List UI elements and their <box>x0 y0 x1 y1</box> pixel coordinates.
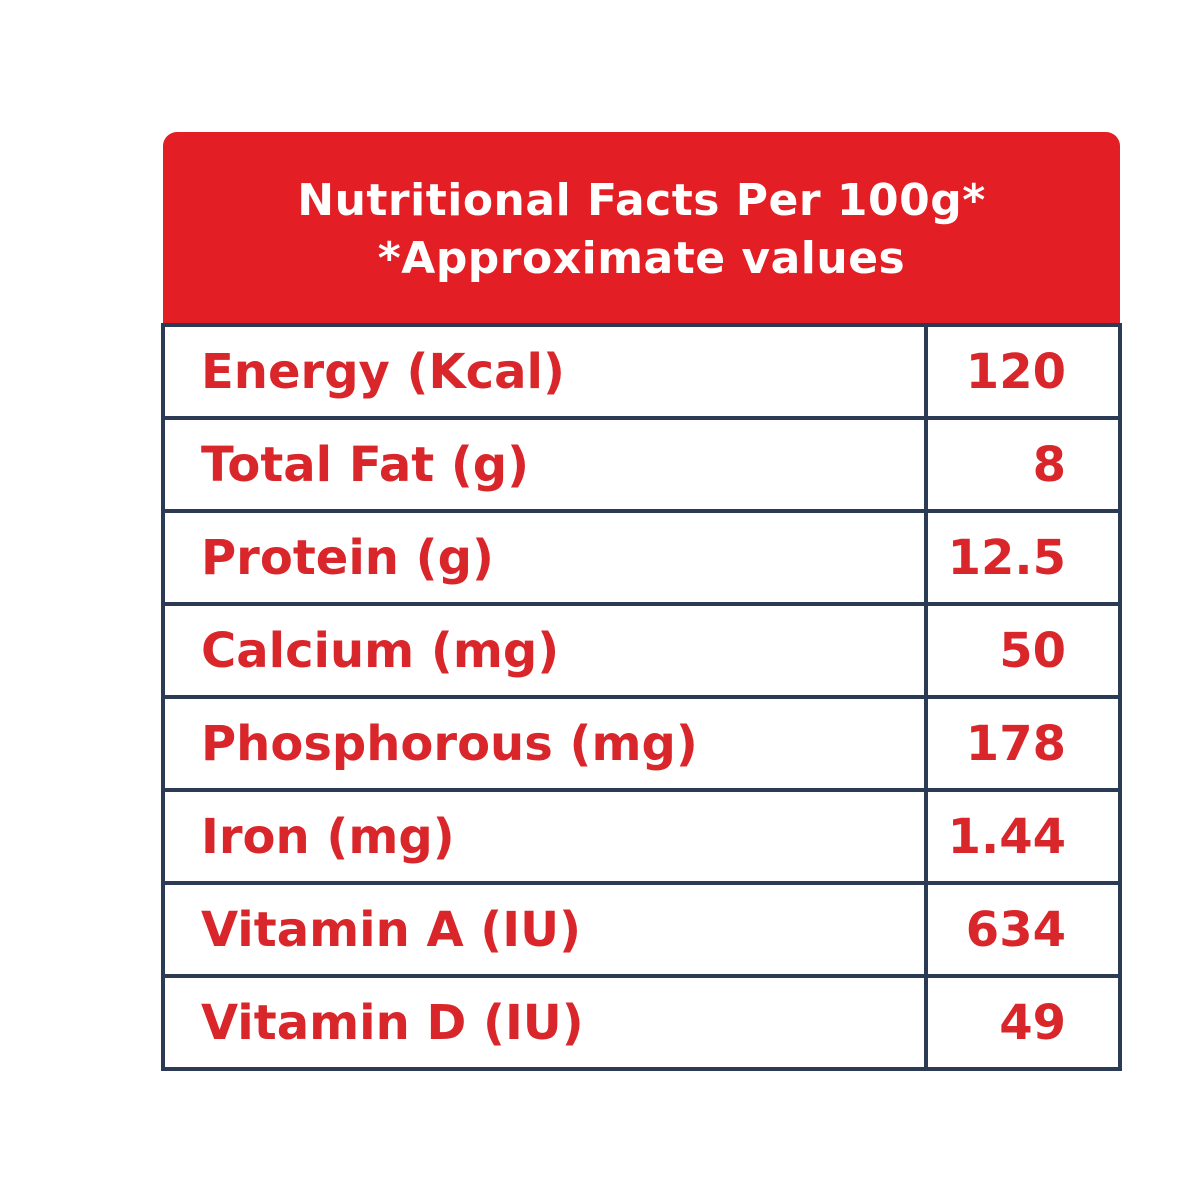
nutrient-value: 120 <box>924 323 1122 420</box>
nutrition-table: Energy (Kcal) 120 Total Fat (g) 8 Protein (g… <box>161 323 1122 1071</box>
nutrient-label: Protein (g) <box>161 509 928 606</box>
header-subtitle: *Approximate values <box>377 233 906 284</box>
table-row: Vitamin D (IU) 49 <box>161 974 1122 1071</box>
header-title: Nutritional Facts Per 100g* <box>297 175 986 226</box>
table-body: Energy (Kcal) 120 Total Fat (g) 8 Protein (g… <box>161 323 1122 1071</box>
table-row: Protein (g) 12.5 <box>161 509 1122 606</box>
table-row: Phosphorous (mg) 178 <box>161 695 1122 792</box>
nutrient-label: Calcium (mg) <box>161 602 928 699</box>
table-row: Calcium (mg) 50 <box>161 602 1122 699</box>
nutrient-label: Vitamin D (IU) <box>161 974 928 1071</box>
nutrient-label: Vitamin A (IU) <box>161 881 928 978</box>
table-row: Energy (Kcal) 120 <box>161 323 1122 420</box>
nutrient-value: 8 <box>924 416 1122 513</box>
nutrient-value: 50 <box>924 602 1122 699</box>
nutrient-value: 178 <box>924 695 1122 792</box>
table-header: Nutritional Facts Per 100g* *Approximate… <box>163 132 1120 325</box>
nutrient-value: 634 <box>924 881 1122 978</box>
nutrient-label: Total Fat (g) <box>161 416 928 513</box>
nutrient-value: 12.5 <box>924 509 1122 606</box>
table-row: Total Fat (g) 8 <box>161 416 1122 513</box>
table-row: Vitamin A (IU) 634 <box>161 881 1122 978</box>
nutrient-label: Energy (Kcal) <box>161 323 928 420</box>
nutrient-label: Iron (mg) <box>161 788 928 885</box>
nutrient-label: Phosphorous (mg) <box>161 695 928 792</box>
nutrient-value: 1.44 <box>924 788 1122 885</box>
table-row: Iron (mg) 1.44 <box>161 788 1122 885</box>
nutrient-value: 49 <box>924 974 1122 1071</box>
